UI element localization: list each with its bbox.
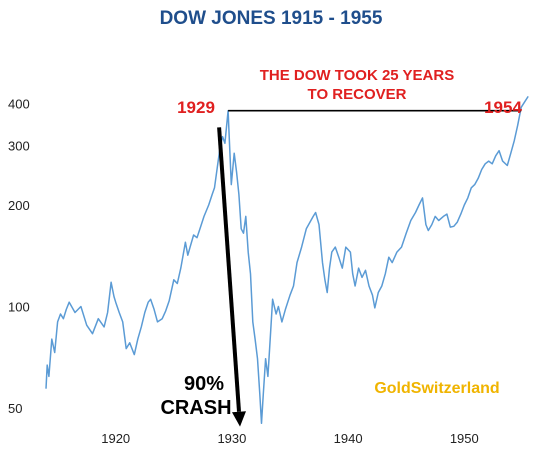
x-tick-label: 1920 [101, 431, 130, 446]
y-tick-label: 300 [8, 139, 30, 154]
x-tick-label: 1930 [217, 431, 246, 446]
x-tick-label: 1950 [450, 431, 479, 446]
chart-title: DOW JONES 1915 - 1955 [160, 8, 383, 29]
y-tick-label: 200 [8, 198, 30, 213]
watermark-goldswitzerland: GoldSwitzerland [374, 380, 499, 397]
crash-arrow-line [217, 127, 241, 412]
peak-year-label: 1929 [177, 98, 215, 117]
x-axis-ticks: 1920 1930 1940 1950 [101, 431, 479, 446]
recovery-year-label: 1954 [484, 98, 522, 117]
y-tick-label: 400 [8, 97, 30, 112]
x-tick-label: 1940 [334, 431, 363, 446]
y-tick-label: 50 [8, 401, 22, 416]
crash-label-word: CRASH [160, 397, 231, 419]
y-axis-ticks: 50 100 200 300 400 [8, 97, 30, 416]
crash-arrowhead [232, 411, 246, 427]
dow-series-line [45, 95, 529, 425]
recovery-annotation-line-2: TO RECOVER [308, 86, 407, 103]
recovery-annotation-line-1: THE DOW TOOK 25 YEARS [260, 67, 454, 84]
crash-label-percent: 90% [184, 373, 224, 395]
y-tick-label: 100 [8, 300, 30, 315]
